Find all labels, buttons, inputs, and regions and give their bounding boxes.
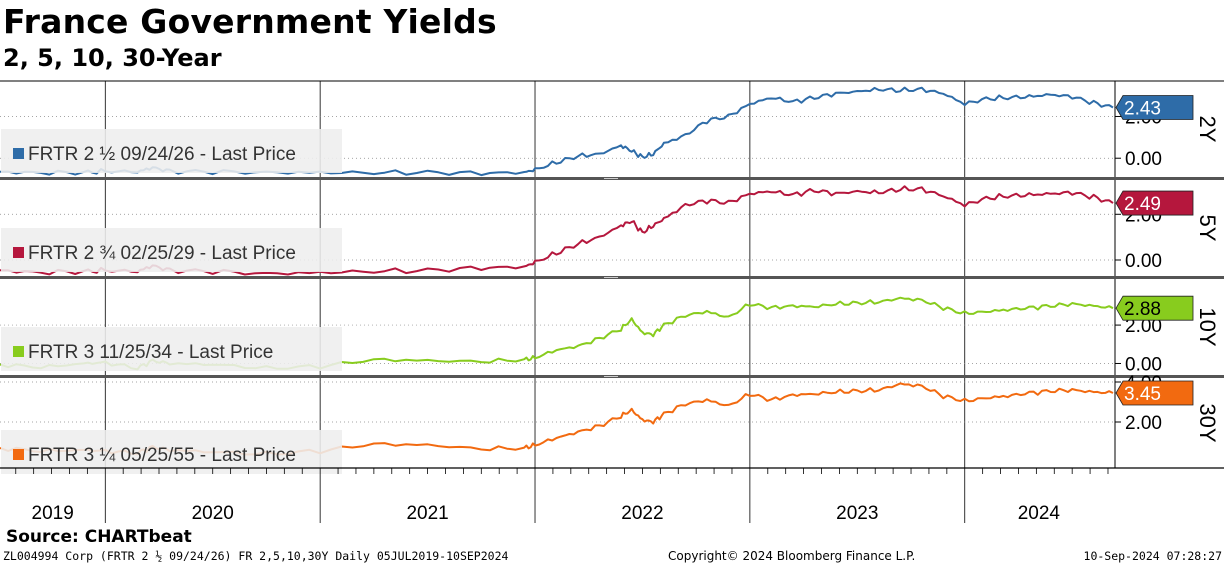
panel-label-30y: 30Y xyxy=(1195,403,1220,442)
legend-swatch-2y xyxy=(13,148,24,159)
legend-swatch-5y xyxy=(13,247,24,258)
legend-swatch-30y xyxy=(13,449,24,460)
legend-text-5y: FRTR 2 ¾ 02/25/29 - Last Price xyxy=(28,243,296,264)
legend-box xyxy=(1,327,342,371)
legend-swatch-10y xyxy=(13,346,24,357)
footer-copyright: Copyright© 2024 Bloomberg Finance L.P. xyxy=(668,549,916,563)
last-value-label-5y: 2.49 xyxy=(1124,194,1161,215)
last-value-label-30y: 3.45 xyxy=(1124,384,1161,405)
panel-label-5y: 5Y xyxy=(1195,215,1220,242)
footer-timestamp: 10-Sep-2024 07:28:27 xyxy=(1083,549,1222,563)
legend-box xyxy=(1,129,342,173)
y-tick-label: 0.00 xyxy=(1125,354,1162,375)
last-value-tag-5y xyxy=(1115,190,1194,216)
x-tick-label: 2023 xyxy=(836,503,878,524)
source-note: Source: CHARTbeat xyxy=(6,527,192,547)
chart-title: France Government Yields xyxy=(3,2,497,41)
legend-box xyxy=(1,430,342,474)
x-tick-label: 2021 xyxy=(406,503,448,524)
last-value-tag-10y xyxy=(1115,295,1194,321)
x-tick-label: 2019 xyxy=(32,503,74,524)
y-tick-label: 2.00 xyxy=(1125,413,1162,434)
footer-ticker: ZL004994 Corp (FRTR 2 ½ 09/24/26) FR 2,5… xyxy=(3,549,509,563)
panel-label-2y: 2Y xyxy=(1195,116,1220,143)
x-tick-label: 2024 xyxy=(1018,503,1061,524)
y-tick-label: 2.00 xyxy=(1125,316,1162,337)
legend-text-30y: FRTR 3 ¼ 05/25/55 - Last Price xyxy=(28,445,296,466)
legend-text-2y: FRTR 2 ½ 09/24/26 - Last Price xyxy=(28,144,296,165)
panel-label-10y: 10Y xyxy=(1195,307,1220,346)
last-value-label-2y: 2.43 xyxy=(1124,99,1161,120)
x-tick-label: 2022 xyxy=(621,503,663,524)
chart-subtitle: 2, 5, 10, 30-Year xyxy=(3,44,222,72)
last-value-tag-2y xyxy=(1115,95,1194,120)
y-tick-label: 0.00 xyxy=(1125,251,1162,272)
legend-box xyxy=(1,228,342,272)
legend-text-10y: FRTR 3 11/25/34 - Last Price xyxy=(28,342,273,363)
last-value-label-10y: 2.88 xyxy=(1124,299,1161,320)
last-value-tag-30y xyxy=(1115,380,1194,406)
x-tick-label: 2020 xyxy=(192,503,234,524)
y-tick-label: 0.00 xyxy=(1125,149,1162,170)
